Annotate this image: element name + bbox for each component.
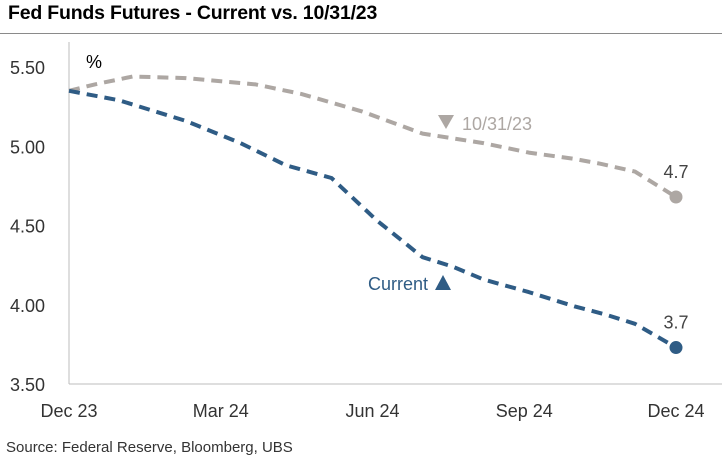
- unit-label: %: [86, 52, 102, 72]
- y-tick-label: 4.00: [10, 296, 45, 316]
- y-tick-label: 4.50: [10, 217, 45, 237]
- series-legend-label: 10/31/23: [462, 114, 532, 134]
- series-line: [68, 88, 678, 350]
- x-tick-label: Dec 24: [647, 401, 704, 421]
- series-end-label: 3.7: [663, 313, 688, 333]
- series-line: [68, 74, 678, 199]
- labels-layer: 4.7 10/31/23 3.7 Current: [368, 114, 689, 333]
- down-triangle-icon: [438, 115, 454, 129]
- series-end-point: [669, 190, 683, 204]
- series-legend-label: Current: [368, 274, 428, 294]
- x-tick-label: Mar 24: [193, 401, 249, 421]
- chart-title: Fed Funds Futures - Current vs. 10/31/23: [8, 2, 378, 24]
- series-end-label: 4.7: [663, 162, 688, 182]
- x-tick-label: Dec 23: [40, 401, 97, 421]
- y-tick-label: 5.00: [10, 137, 45, 157]
- y-tick-label: 5.50: [10, 58, 45, 78]
- title-divider: [0, 33, 722, 34]
- series-layer: [68, 74, 683, 355]
- up-triangle-icon: [435, 275, 451, 290]
- series-end-point: [669, 341, 683, 355]
- source-note: Source: Federal Reserve, Bloomberg, UBS: [6, 439, 293, 456]
- chart-axes: 5.50 5.00 4.50 4.00 3.50 Dec 23 Mar 24 Jun 24 Se…: [10, 42, 722, 421]
- y-tick-label: 3.50: [10, 375, 45, 395]
- x-tick-label: Sep 24: [496, 401, 553, 421]
- x-tick-label: Jun 24: [345, 401, 399, 421]
